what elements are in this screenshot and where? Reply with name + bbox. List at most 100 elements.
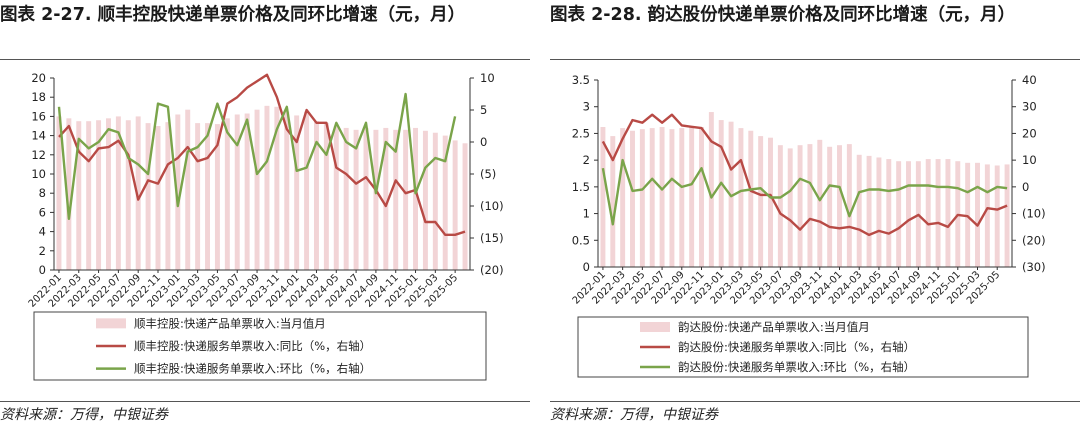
y-left-tick-label: 18 [31, 90, 46, 104]
bar [738, 128, 744, 267]
top-divider [0, 59, 530, 60]
bar [620, 128, 626, 267]
bar [155, 126, 161, 270]
bar [600, 127, 606, 267]
legend-box [33, 311, 487, 381]
y-left-tick-label: 1.5 [572, 180, 590, 194]
bar [906, 161, 911, 267]
y-left-tick-label: 16 [31, 109, 46, 123]
chart-panel-left: 图表 2-27. 顺丰控股快递单票价格及同环比增速（元，月） 0 2 4 6 8 10 12… [0, 0, 530, 425]
bar [876, 157, 882, 267]
chart-canvas: 00.511.522.533.5(30)(20)(10)010203040202… [571, 73, 1046, 378]
bar [610, 136, 616, 267]
bar [679, 128, 685, 267]
bar [244, 113, 250, 270]
y-left-tick-label: 10 [31, 167, 46, 181]
bar [748, 130, 754, 267]
bar [115, 116, 121, 271]
bar [689, 127, 695, 267]
bar [768, 137, 773, 267]
bar [758, 136, 764, 267]
bar [294, 115, 300, 270]
bar [866, 155, 872, 267]
bar [797, 145, 803, 267]
legend-label: 顺丰控股:快递服务单票收入:环比（%，右轴） [134, 362, 371, 376]
y-right-tick-label: 10 [1022, 153, 1037, 167]
bar [205, 123, 210, 270]
y-right-tick-label: 40 [1022, 73, 1037, 87]
bar [817, 139, 823, 267]
bar [659, 127, 665, 267]
bottom-divider [550, 401, 1080, 402]
bar [86, 121, 92, 270]
y-right-tick-label: (20) [1022, 233, 1046, 247]
bottom-divider [0, 401, 530, 402]
bar [403, 129, 409, 270]
bar [975, 162, 980, 267]
bar [234, 114, 240, 270]
bar [125, 120, 131, 270]
y-left-tick-label: 0 [39, 263, 46, 277]
bar [452, 140, 458, 270]
y-right-tick-label: 30 [1022, 100, 1037, 114]
bar [413, 127, 418, 270]
bar [965, 162, 971, 267]
bar [393, 129, 399, 270]
y-right-tick-label: 5 [480, 103, 487, 117]
legend-label: 顺丰控股:快递产品单票收入:当月值月 [134, 316, 326, 330]
legend-label: 韵达股份:快递服务单票收入:同比（%，右轴） [678, 340, 915, 354]
bar [185, 109, 191, 271]
y-right-tick-label: 10 [480, 71, 495, 85]
y-left-tick-label: 3 [583, 100, 590, 114]
bar [945, 159, 951, 267]
bar [106, 118, 111, 270]
bar [353, 129, 359, 270]
y-left-tick-label: 14 [31, 129, 46, 143]
bar [56, 116, 62, 271]
chart-title: 图表 2-27. 顺丰控股快递单票价格及同环比增速（元，月） [0, 5, 466, 25]
source-note: 资料来源：万得，中银证券 [550, 407, 718, 423]
bar [304, 111, 310, 270]
bar [96, 120, 102, 270]
bar [195, 123, 201, 270]
bar [856, 154, 862, 267]
bar [165, 122, 171, 270]
y-left-tick-label: 1 [583, 207, 590, 221]
bar [994, 165, 1000, 267]
bar [777, 145, 783, 267]
chart-panel-right: 图表 2-28. 韵达股份快递单票价格及同环比增速（元，月） 0 0.5 1 1.5 2… [550, 0, 1080, 425]
chart-canvas: 02468101214161820(20)(15)(10)(5)05102022… [27, 71, 504, 381]
bar [699, 127, 704, 267]
bar [984, 164, 990, 267]
y-left-tick-label: 6 [39, 205, 46, 219]
bar [846, 144, 852, 267]
bar [630, 130, 635, 267]
y-left-tick-label: 2 [583, 153, 590, 167]
bar [274, 106, 280, 270]
legend-box [577, 316, 1029, 378]
legend-label: 顺丰控股:快递服务单票收入:同比（%，右轴） [134, 339, 371, 353]
bar [462, 143, 468, 270]
legend-swatch [96, 318, 126, 329]
bar [718, 120, 724, 267]
y-right-tick-label: (10) [1022, 207, 1046, 221]
source-note: 资料来源：万得，中银证券 [0, 407, 168, 423]
top-divider [550, 59, 1080, 60]
series-line [601, 158, 1008, 226]
y-left-tick-label: 20 [31, 71, 46, 85]
y-left-tick-label: 12 [31, 148, 46, 162]
bar [214, 124, 220, 270]
bar [363, 127, 369, 270]
bar [383, 127, 389, 270]
legend-label: 韵达股份:快递服务单票收入:环比（%，右轴） [678, 360, 915, 374]
bar [175, 114, 181, 270]
bar [1004, 164, 1010, 267]
bar [373, 129, 379, 270]
bar [442, 135, 448, 270]
y-left-tick-label: 2 [39, 244, 46, 258]
chart-title: 图表 2-28. 韵达股份快递单票价格及同环比增速（元，月） [550, 5, 1016, 25]
bar [896, 161, 902, 267]
bar [837, 145, 842, 267]
y-right-tick-label: (20) [480, 263, 504, 277]
y-right-tick-label: 0 [480, 135, 487, 149]
